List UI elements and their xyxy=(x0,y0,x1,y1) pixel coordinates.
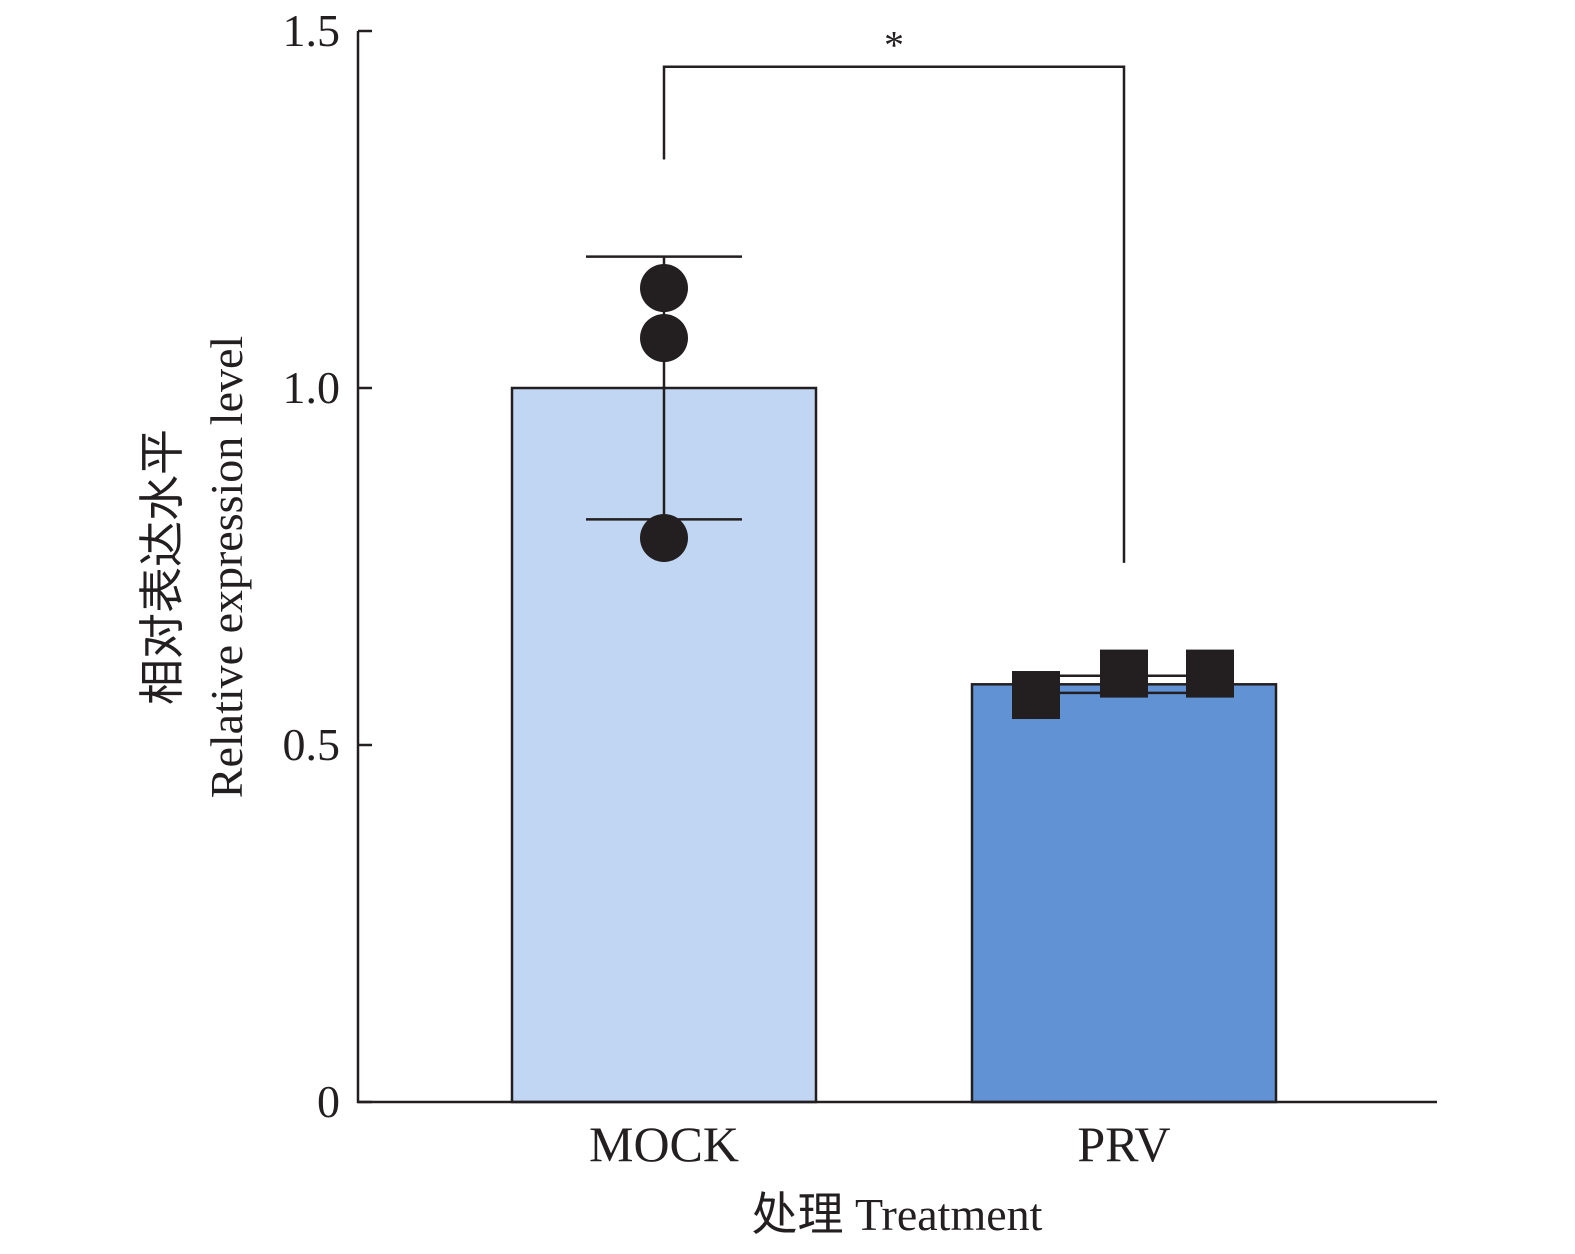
data-point-mock xyxy=(640,264,688,313)
significance-group: * xyxy=(662,23,1126,563)
x-category-label: PRV xyxy=(1077,1116,1170,1172)
y-tick-label: 0 xyxy=(317,1076,340,1127)
data-point-prv xyxy=(1100,649,1148,698)
significance-label: * xyxy=(884,23,904,68)
bars-group xyxy=(510,386,1278,1104)
y-tick-label: 1.0 xyxy=(283,362,341,413)
data-point-mock xyxy=(640,513,688,562)
x-category-labels: MOCK PRV xyxy=(589,1116,1171,1172)
y-axis-title: Relative expression level xyxy=(201,336,252,798)
y-axis-title-zh: 相对表达水平 xyxy=(137,429,188,705)
significance-bracket xyxy=(662,65,1126,563)
y-tick-label: 0.5 xyxy=(283,719,341,770)
data-point-prv xyxy=(1186,649,1234,698)
y-ticks-group: 0 0.5 1.0 1.5 xyxy=(283,5,372,1127)
x-axis-title: 处理 Treatment xyxy=(752,1189,1043,1240)
bar-prv xyxy=(970,683,1278,1104)
data-point-mock xyxy=(640,314,688,363)
data-points-group xyxy=(640,264,1234,720)
data-point-prv xyxy=(1012,671,1060,720)
axes-group xyxy=(356,31,1437,1104)
x-category-label: MOCK xyxy=(589,1116,739,1172)
y-tick-label: 1.5 xyxy=(283,5,341,56)
